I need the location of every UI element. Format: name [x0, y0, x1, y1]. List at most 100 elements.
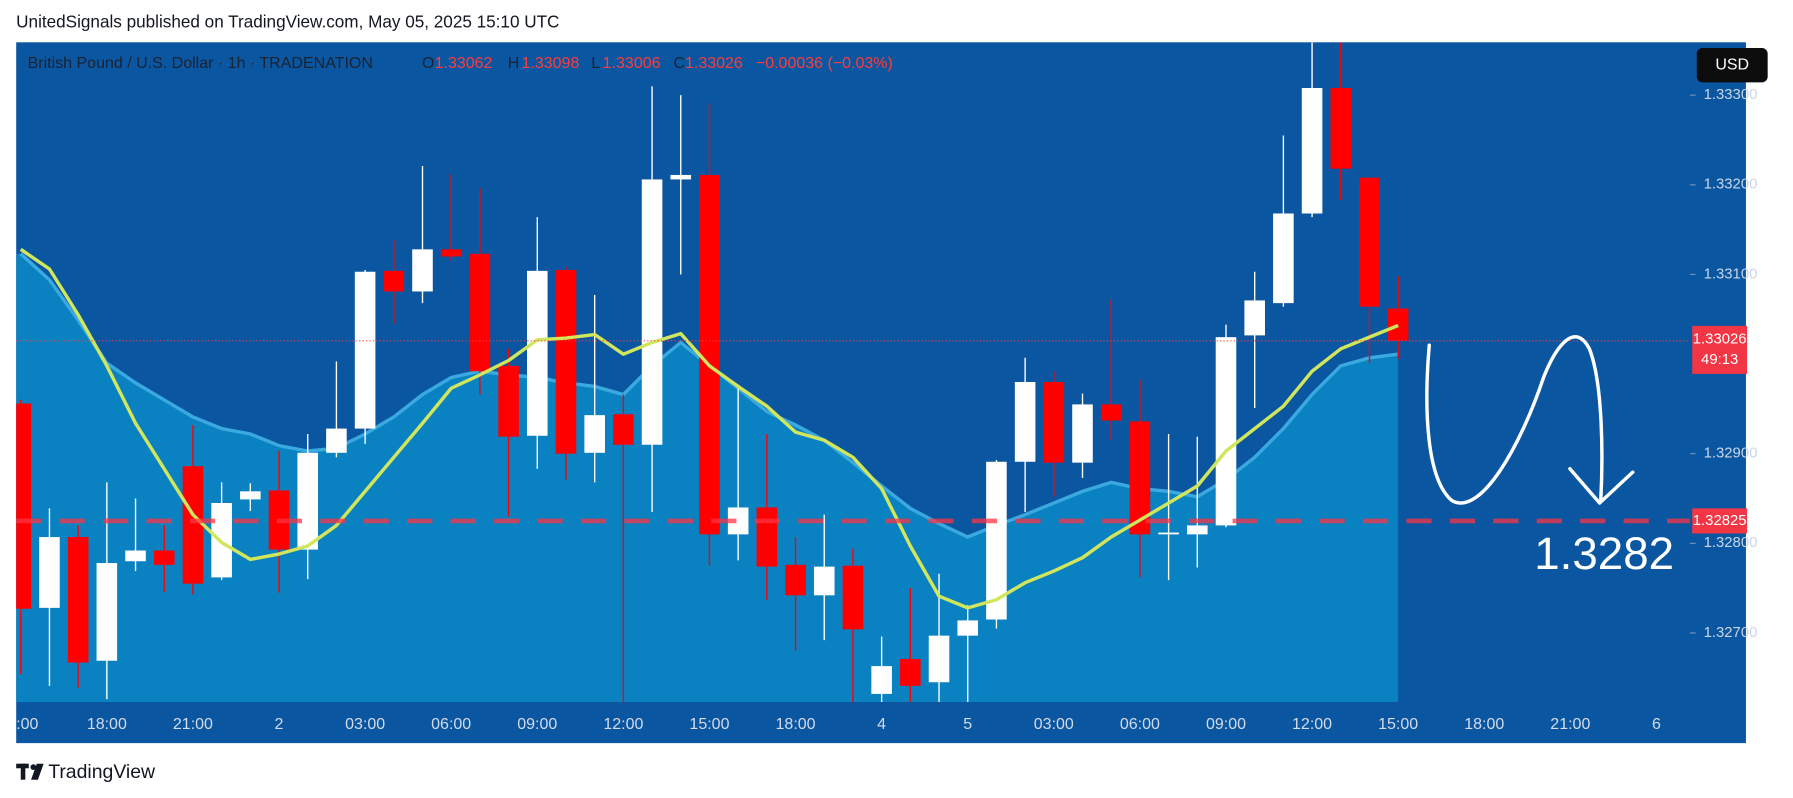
y-tick-label: 1.33100: [1704, 266, 1758, 282]
currency-button[interactable]: [1696, 48, 1768, 83]
x-tick-label: 03:00: [1034, 716, 1074, 733]
candle-body: [1244, 300, 1265, 336]
candle-body: [67, 537, 89, 663]
candle-body: [440, 249, 462, 257]
candle-body: [1387, 308, 1409, 341]
candle-body: [1158, 532, 1179, 535]
candle-body: [842, 565, 864, 630]
candle-body: [1014, 381, 1036, 462]
candle-body: [153, 550, 175, 565]
candle-body: [182, 466, 204, 584]
x-tick-label: 18:00: [1464, 716, 1504, 733]
axes: 1.32700 1.32800 1.32900 1.33100 1.33200 1.333…: [16, 87, 1757, 733]
change-value: −0.00036 (−0.03%): [756, 55, 893, 72]
candle-body: [354, 271, 376, 429]
candle-body: [584, 415, 605, 453]
arrow-head: [1568, 467, 1635, 505]
ohlc-value: 1.33026: [685, 55, 743, 72]
candle-body: [96, 563, 118, 661]
candle-body: [469, 253, 491, 372]
candle-body: [957, 620, 979, 636]
x-tick-label: 5: [963, 716, 972, 733]
x-tick-label: 18:00: [776, 716, 816, 733]
candle-body: [1072, 404, 1093, 463]
candle-body: [928, 635, 950, 683]
y-tick-label: 1.32800: [1704, 535, 1758, 551]
hand-drawn-path: [1425, 335, 1604, 505]
x-tick-label: 12:00: [603, 716, 643, 733]
x-tick-label: 09:00: [1206, 716, 1246, 733]
candle-body: [986, 461, 1007, 620]
plot-area: [16, 42, 1690, 702]
candle-body: [1187, 525, 1208, 535]
x-tick-label: 18:00: [87, 716, 127, 733]
ohlc-value: 1.33006: [603, 55, 661, 72]
ohlc-value: 1.33098: [522, 55, 580, 72]
x-tick-label: 03:00: [345, 716, 385, 733]
ma-line: [19, 247, 1399, 610]
currency-label[interactable]: USD: [1715, 56, 1749, 73]
candle-body: [785, 564, 806, 596]
published-line: UnitedSignals published on TradingView.c…: [16, 11, 559, 31]
last-price-tag: [1692, 325, 1748, 374]
candle-body: [1359, 177, 1380, 307]
candle-body: [498, 365, 519, 437]
x-tick-label: 09:00: [517, 716, 557, 733]
x-tick-label: 06:00: [431, 716, 471, 733]
x-tick-label: 2: [275, 716, 284, 733]
candle-body: [412, 249, 433, 292]
x-tick-label: 06:00: [1120, 716, 1160, 733]
candle-body: [1129, 421, 1151, 535]
x-tick-label: 12:00: [1292, 716, 1332, 733]
candle-body: [555, 269, 577, 454]
target-price-tag: [1692, 508, 1748, 534]
candle-body: [727, 507, 749, 535]
countdown-label: 49:13: [1701, 352, 1738, 368]
candle-body: [326, 428, 347, 453]
y-tick-label: 1.32900: [1704, 446, 1758, 462]
last-price-label: 1.33026: [1693, 332, 1747, 348]
ohlc-letter: O: [422, 55, 434, 72]
candle-body: [871, 666, 892, 694]
candle-body: [1330, 88, 1352, 169]
ohlc-value: 1.33062: [435, 55, 493, 72]
candle-body: [613, 414, 634, 445]
brand-name: TradingView: [48, 761, 156, 783]
x-tick-label: 4: [877, 716, 886, 733]
candle-body: [900, 658, 921, 686]
candle-body: [670, 174, 692, 180]
candle-body: [641, 179, 663, 445]
candle-body: [756, 507, 778, 567]
x-tick-label: 6: [1652, 716, 1661, 733]
ohlc-letter: C: [674, 55, 686, 72]
ohlc-letter: H: [508, 55, 520, 72]
target-price-label: 1.32825: [1693, 513, 1747, 529]
x-tick-label: 15:00: [689, 716, 729, 733]
candle-body: [16, 403, 32, 609]
candle-body: [813, 566, 835, 596]
x-tick-label: 15:00: [1378, 716, 1418, 733]
ohlc-letter: L: [591, 55, 600, 72]
candle-body: [699, 174, 720, 535]
candle-body: [383, 270, 405, 292]
x-tick-label: 21:00: [1550, 716, 1590, 733]
y-tick-label: 1.33300: [1704, 87, 1758, 103]
candle-body: [1273, 213, 1294, 304]
candle-body: [125, 550, 146, 562]
y-tick-label: 1.33200: [1704, 177, 1758, 193]
brand-logo: [16, 763, 44, 780]
candle-body: [1100, 404, 1122, 421]
candle-body: [297, 452, 319, 550]
candle-body: [39, 537, 60, 608]
y-tick-label: 1.32700: [1704, 625, 1758, 641]
target-annotation: 1.3282: [1534, 528, 1674, 579]
candle-body: [1043, 381, 1065, 463]
x-tick-label: 21:00: [173, 716, 213, 733]
x-tick-label: :00: [16, 716, 38, 733]
symbol-title: British Pound / U.S. Dollar · 1h · TRADE…: [28, 55, 373, 72]
candle-body: [1301, 88, 1323, 214]
candle-body: [240, 491, 261, 500]
candle-body: [526, 270, 548, 436]
